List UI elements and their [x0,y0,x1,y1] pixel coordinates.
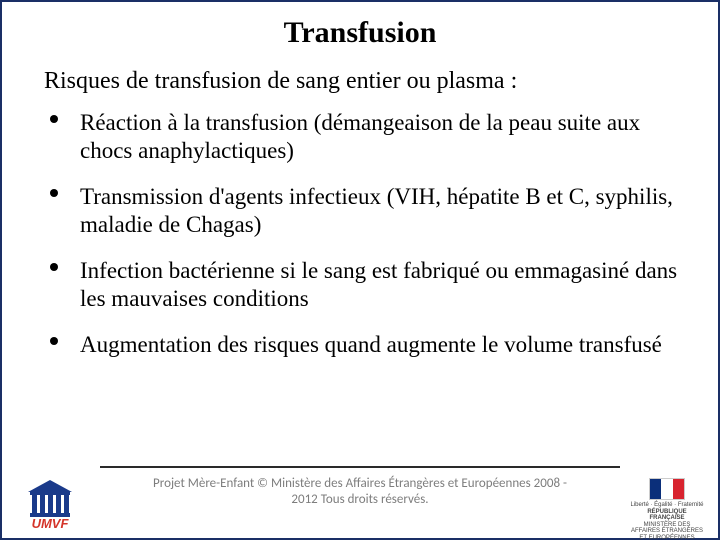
bullet-item: Augmentation des risques quand augmente … [50,331,682,359]
slide-footer: Projet Mère-Enfant © Ministère des Affai… [2,466,718,538]
bullet-item: Infection bactérienne si le sang est fab… [50,257,682,313]
logo-right-line5: ET EUROPÉENNES [630,535,704,540]
logo-right-line4: AFFAIRES ÉTRANGÈRES [630,528,704,535]
bullet-text: Transmission d'agents infectieux (VIH, h… [80,183,682,239]
footer-line1: Projet Mère-Enfant © Ministère des Affai… [153,476,567,491]
flag-red [673,479,684,499]
bullet-dot-icon [50,337,58,345]
logo-right-line1: Liberté · Égalité · Fraternité [630,502,704,509]
umvf-text: UMVF [32,516,70,530]
flag-white [661,479,672,499]
umvf-logo-icon: UMVF [22,478,78,530]
bullet-text: Réaction à la transfusion (démangeaison … [80,109,682,165]
footer-line2: 2012 Tous droits réservés. [291,492,428,507]
bullet-item: Réaction à la transfusion (démangeaison … [50,109,682,165]
bullet-dot-icon [50,263,58,271]
building-icon [28,480,72,517]
slide-title: Transfusion [2,16,718,50]
flag-blue [650,479,661,499]
footer-copyright: Projet Mère-Enfant © Ministère des Affai… [2,476,718,509]
bullet-text: Infection bactérienne si le sang est fab… [80,257,682,313]
bullet-dot-icon [50,115,58,123]
bullet-item: Transmission d'agents infectieux (VIH, h… [50,183,682,239]
logo-right-line2: RÉPUBLIQUE FRANÇAISE [630,509,704,522]
bullet-dot-icon [50,189,58,197]
intro-text: Risques de transfusion de sang entier ou… [44,68,676,95]
bullets-list: Réaction à la transfusion (démangeaison … [50,109,682,359]
bullet-text: Augmentation des risques quand augmente … [80,331,682,359]
slide-container: Transfusion Risques de transfusion de sa… [0,0,720,540]
footer-divider [100,466,620,468]
ministere-logo-icon: Liberté · Égalité · Fraternité RÉPUBLIQU… [630,478,704,528]
french-flag-icon [649,478,685,500]
